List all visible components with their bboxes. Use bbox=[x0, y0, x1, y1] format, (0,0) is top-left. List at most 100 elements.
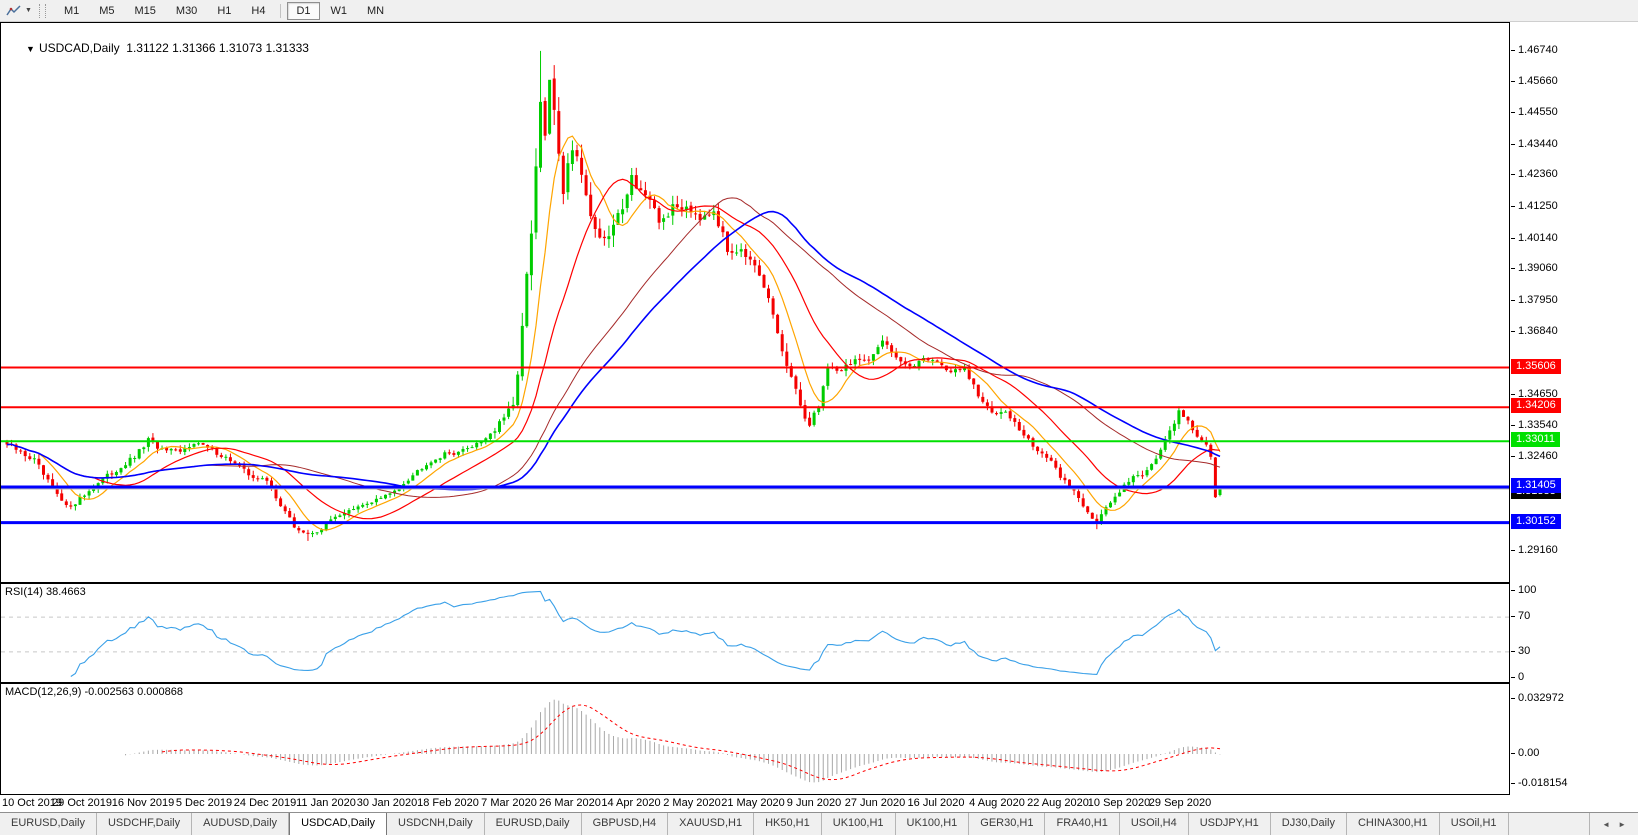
level-price-label: 1.30152 bbox=[1511, 514, 1561, 529]
date-label: 27 Jun 2020 bbox=[844, 797, 906, 809]
date-label: 22 Aug 2020 bbox=[1027, 797, 1089, 809]
timeframe-button-m30[interactable]: M30 bbox=[175, 4, 198, 17]
chart-collapse-caret-icon[interactable]: ▼ bbox=[26, 44, 35, 54]
tick-mark bbox=[1511, 676, 1515, 678]
tick-mark bbox=[1511, 424, 1515, 426]
timeframe-button-m1[interactable]: M1 bbox=[63, 4, 80, 17]
tick-mark bbox=[1511, 237, 1515, 239]
chart-tab-usoil-h4[interactable]: USOil,H4 bbox=[1120, 813, 1189, 835]
price-axis-tick: 1.40140 bbox=[1511, 232, 1558, 244]
chart-tab-ger30-h1[interactable]: GER30,H1 bbox=[969, 813, 1046, 835]
price-axis-tick: 1.34650 bbox=[1511, 388, 1558, 400]
timeframe-button-h1[interactable]: H1 bbox=[217, 4, 232, 17]
chart-tab-audusd-daily[interactable]: AUDUSD,Daily bbox=[192, 813, 290, 835]
rsi-label: RSI(14) 38.4663 bbox=[5, 586, 86, 598]
chart-tab-eurusd-daily[interactable]: EURUSD,Daily bbox=[0, 813, 97, 835]
tick-mark bbox=[1511, 111, 1515, 113]
macd-axis-tick: -0.018154 bbox=[1511, 777, 1568, 789]
chart-tab-uk100-h1[interactable]: UK100,H1 bbox=[896, 813, 970, 835]
chart-tab-uk100-h1[interactable]: UK100,H1 bbox=[822, 813, 896, 835]
tick-mark bbox=[1511, 49, 1515, 51]
date-label: 11 Jan 2020 bbox=[296, 797, 356, 809]
timeframe-button-m15[interactable]: M15 bbox=[134, 4, 156, 17]
chart-tab-usdchf-daily[interactable]: USDCHF,Daily bbox=[97, 813, 193, 835]
tick-mark bbox=[1511, 615, 1515, 617]
tab-scroll-right-icon[interactable]: ► bbox=[1618, 819, 1626, 829]
price-axis-tick: 1.37950 bbox=[1511, 294, 1558, 306]
chart-tab-bar: EURUSD,Daily USDCHF,Daily AUDUSD,Daily USDC… bbox=[0, 812, 1638, 835]
price-axis-tick: 1.45660 bbox=[1511, 75, 1558, 87]
top-toolbar: ▼ M1 M5 M15 M30 H1 H4 D1 W1 MN bbox=[0, 0, 1638, 22]
timeframe-button-w1[interactable]: W1 bbox=[330, 4, 348, 17]
candlestick-chart[interactable] bbox=[0, 22, 1510, 583]
tick-mark bbox=[1511, 650, 1515, 652]
tick-mark bbox=[1511, 455, 1515, 457]
date-label: 21 May 2020 bbox=[721, 797, 785, 809]
tick-mark bbox=[1511, 173, 1515, 175]
tab-scroll-controls: ◄ ► bbox=[1589, 813, 1638, 835]
tick-mark bbox=[1511, 752, 1515, 754]
toolbar-dropdown-caret-icon[interactable]: ▼ bbox=[25, 7, 32, 14]
date-label: 30 Jan 2020 bbox=[356, 797, 418, 809]
chart-tab-usdjpy-h1[interactable]: USDJPY,H1 bbox=[1189, 813, 1271, 835]
date-label: 18 Feb 2020 bbox=[417, 797, 479, 809]
date-label: 16 Nov 2019 bbox=[111, 797, 175, 809]
tick-mark bbox=[1511, 697, 1515, 699]
tick-mark bbox=[1511, 80, 1515, 82]
chart-tab-gbpusd-h4[interactable]: GBPUSD,H4 bbox=[582, 813, 669, 835]
date-label: 26 Mar 2020 bbox=[539, 797, 601, 809]
chart-title: ▼ USDCAD,Daily 1.31122 1.31366 1.31073 1.… bbox=[6, 27, 309, 69]
date-label: 10 Sep 2020 bbox=[1087, 797, 1151, 809]
main-chart-panel: ▼ USDCAD,Daily 1.31122 1.31366 1.31073 1.… bbox=[0, 22, 1638, 583]
macd-plot[interactable] bbox=[0, 683, 1510, 795]
chart-tab-china300-h1[interactable]: CHINA300,H1 bbox=[1347, 813, 1440, 835]
line-studies-icon[interactable] bbox=[4, 3, 24, 19]
date-label: 5 Dec 2019 bbox=[175, 797, 233, 809]
rsi-axis-tick: 70 bbox=[1511, 610, 1530, 622]
price-axis-tick: 1.41250 bbox=[1511, 200, 1558, 212]
rsi-scale[interactable]: 100 70 30 0 bbox=[1510, 583, 1638, 683]
macd-axis-tick: 0.032972 bbox=[1511, 692, 1564, 704]
price-axis-tick: 1.46740 bbox=[1511, 44, 1558, 56]
rsi-plot[interactable] bbox=[0, 583, 1510, 683]
level-price-label: 1.35606 bbox=[1511, 359, 1561, 374]
chart-tab-list: EURUSD,Daily USDCHF,Daily AUDUSD,Daily USDC… bbox=[0, 813, 1589, 835]
level-price-label: 1.34206 bbox=[1511, 398, 1561, 413]
macd-axis-tick: 0.00 bbox=[1511, 747, 1539, 759]
chart-tab-eurusd-daily[interactable]: EURUSD,Daily bbox=[485, 813, 582, 835]
chart-tab-dj30-daily[interactable]: DJ30,Daily bbox=[1271, 813, 1347, 835]
date-label: 4 Aug 2020 bbox=[969, 797, 1025, 809]
chart-tab-usdcad-daily[interactable]: USDCAD,Daily bbox=[289, 813, 388, 835]
chart-symbol-label: USDCAD,Daily bbox=[38, 41, 120, 55]
rsi-axis-tick: 100 bbox=[1511, 584, 1536, 596]
price-axis[interactable]: 1.46740 1.45660 1.44550 1.43440 1.42360 1.412… bbox=[1510, 22, 1638, 583]
chart-tab-usdcnh-daily[interactable]: USDCNH,Daily bbox=[387, 813, 485, 835]
tick-mark bbox=[1511, 299, 1515, 301]
date-label: 29 Oct 2019 bbox=[52, 797, 112, 809]
toolbar-separator bbox=[280, 3, 282, 18]
price-axis-tick: 1.32460 bbox=[1511, 450, 1558, 462]
price-axis-tick: 1.39060 bbox=[1511, 262, 1558, 274]
tab-scroll-left-icon[interactable]: ◄ bbox=[1602, 819, 1611, 829]
chart-tab-hk50-h1[interactable]: HK50,H1 bbox=[754, 813, 822, 835]
chart-tab-usoil-h1[interactable]: USOil,H1 bbox=[1440, 813, 1509, 835]
timeframe-button-mn[interactable]: MN bbox=[367, 4, 385, 17]
toolbar-grip[interactable] bbox=[38, 3, 46, 18]
timeframe-button-m5[interactable]: M5 bbox=[99, 4, 115, 17]
date-label: 10 Oct 2019 bbox=[2, 797, 62, 809]
level-price-label: 1.31405 bbox=[1511, 478, 1561, 493]
chart-tab-fra40-h1[interactable]: FRA40,H1 bbox=[1045, 813, 1120, 835]
date-label: 14 Apr 2020 bbox=[601, 797, 661, 809]
timeframe-button-d1[interactable]: D1 bbox=[287, 1, 320, 20]
time-axis[interactable]: 10 Oct 2019 29 Oct 2019 16 Nov 2019 5 Dec 2… bbox=[0, 795, 1638, 812]
price-axis-tick: 1.44550 bbox=[1511, 106, 1558, 118]
date-label: 24 Dec 2019 bbox=[233, 797, 297, 809]
timeframe-button-h4[interactable]: H4 bbox=[251, 4, 266, 17]
macd-scale[interactable]: 0.032972 0.00 -0.018154 bbox=[1510, 683, 1638, 795]
tick-mark bbox=[1511, 330, 1515, 332]
timeframe-toolbar: M1 M5 M15 M30 H1 H4 D1 W1 MN bbox=[54, 1, 394, 20]
rsi-axis-tick: 0 bbox=[1511, 671, 1524, 683]
chart-tab-xauusd-h1[interactable]: XAUUSD,H1 bbox=[668, 813, 755, 835]
level-price-label: 1.33011 bbox=[1511, 432, 1560, 447]
price-axis-tick: 1.43440 bbox=[1511, 138, 1558, 150]
